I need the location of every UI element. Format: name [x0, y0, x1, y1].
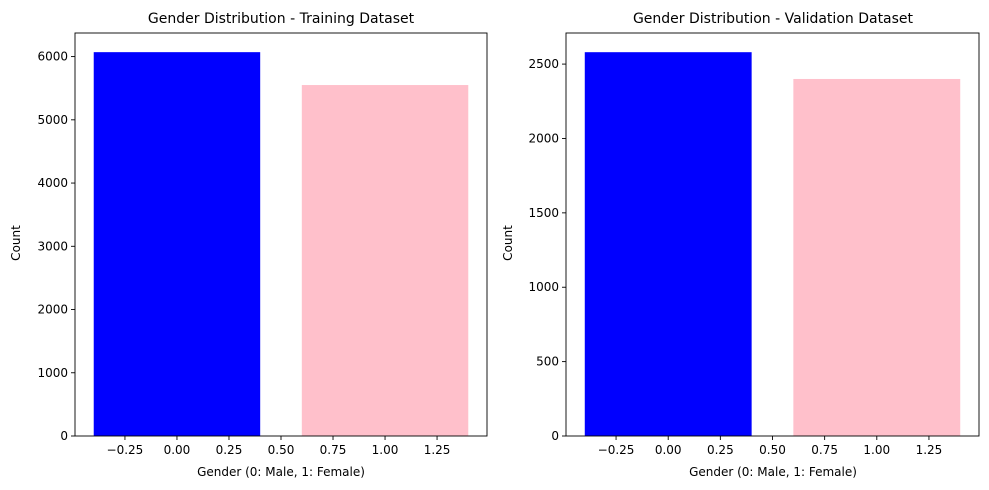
training-x-tick-label: −0.25 [107, 443, 144, 457]
training-y-tick-label: 3000 [37, 239, 68, 253]
training-y-axis-label: Count [9, 225, 23, 261]
validation-x-tick-label: 0.25 [707, 443, 734, 457]
validation-y-tick-label: 2500 [528, 57, 559, 71]
training-chart: Gender Distribution - Training Dataset G… [9, 11, 488, 479]
training-y-tick-label: 4000 [37, 176, 68, 190]
training-x-tick-label: 0.75 [320, 443, 347, 457]
training-plot-frame [74, 32, 488, 437]
training-y-tick-label: 0 [60, 429, 68, 443]
validation-chart: Gender Distribution - Validation Dataset… [501, 11, 980, 479]
validation-x-tick-label: 1.00 [863, 443, 890, 457]
validation-x-tick-label: 0.75 [811, 443, 838, 457]
training-y-tick-label: 1000 [37, 366, 68, 380]
validation-y-ticks: 0 500 1000 1500 2000 2500 [528, 57, 566, 443]
training-y-tick-label: 5000 [37, 113, 68, 127]
training-bars [93, 52, 469, 436]
training-x-tick-label: 1.00 [372, 443, 399, 457]
validation-y-tick-label: 500 [536, 355, 559, 369]
validation-bars [584, 52, 961, 436]
validation-y-tick-label: 2000 [528, 131, 559, 145]
validation-x-ticks: −0.25 0.00 0.25 0.50 0.75 1.00 1.25 [598, 436, 943, 457]
validation-chart-title: Gender Distribution - Validation Dataset [633, 11, 914, 27]
training-bar-0 [93, 52, 261, 436]
training-y-tick-label: 6000 [37, 50, 68, 64]
training-x-ticks: −0.25 0.00 0.25 0.50 0.75 1.00 1.25 [107, 436, 451, 457]
validation-bar-1 [793, 78, 961, 436]
training-x-tick-label: 0.00 [164, 443, 191, 457]
training-bar-1 [301, 85, 469, 436]
validation-x-tick-label: −0.25 [598, 443, 635, 457]
validation-y-tick-label: 0 [551, 429, 559, 443]
training-x-tick-label: 1.25 [424, 443, 451, 457]
training-x-tick-label: 0.50 [268, 443, 295, 457]
training-chart-title: Gender Distribution - Training Dataset [148, 11, 415, 27]
validation-x-tick-label: 1.25 [916, 443, 943, 457]
training-y-ticks: 0 1000 2000 3000 4000 5000 6000 [37, 50, 75, 443]
validation-x-tick-label: 0.00 [655, 443, 682, 457]
validation-bar-0 [584, 52, 752, 436]
validation-y-tick-label: 1000 [528, 280, 559, 294]
validation-x-axis-label: Gender (0: Male, 1: Female) [689, 465, 857, 479]
validation-y-tick-label: 1500 [528, 206, 559, 220]
validation-plot-frame [565, 32, 980, 437]
validation-y-axis-label: Count [501, 225, 515, 261]
training-x-axis-label: Gender (0: Male, 1: Female) [197, 465, 365, 479]
training-x-tick-label: 0.25 [216, 443, 243, 457]
validation-x-tick-label: 0.50 [759, 443, 786, 457]
training-y-tick-label: 2000 [37, 303, 68, 317]
